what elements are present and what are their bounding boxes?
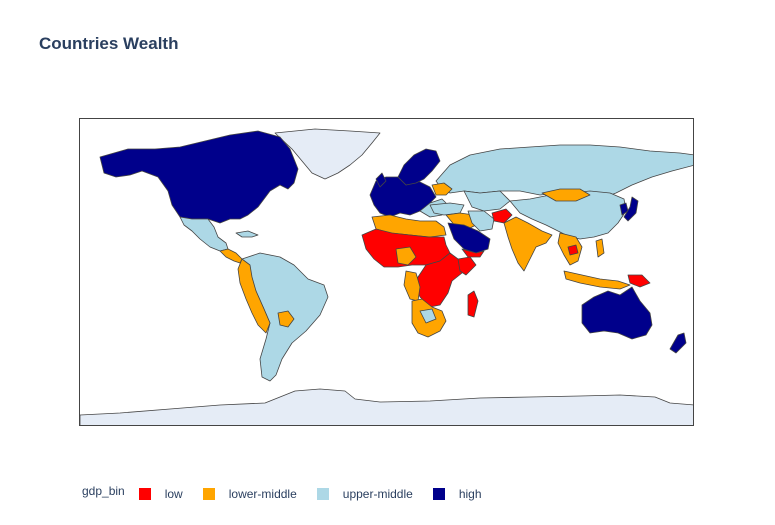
region-central-asia xyxy=(463,190,511,212)
region-botswana xyxy=(419,308,437,324)
region-indonesia xyxy=(563,270,631,290)
legend-swatch-upper-middle xyxy=(316,488,329,500)
region-greenland xyxy=(274,128,381,180)
region-south-america-west xyxy=(237,258,271,334)
region-cambodia xyxy=(567,244,579,256)
region-nigeria xyxy=(395,246,417,266)
region-horn xyxy=(457,256,477,276)
region-central-america xyxy=(219,248,243,264)
region-new-zealand xyxy=(669,332,687,354)
region-paraguay xyxy=(277,310,295,328)
legend-item-low[interactable]: low xyxy=(138,487,183,501)
legend-title: gdp_bin xyxy=(82,484,125,498)
legend-item-upper-middle[interactable]: upper-middle xyxy=(316,487,413,501)
region-iran xyxy=(467,210,495,232)
choropleth-map[interactable] xyxy=(79,118,694,426)
map-svg xyxy=(80,128,693,425)
region-afghanistan xyxy=(491,208,513,224)
legend-item-high[interactable]: high xyxy=(432,487,482,501)
region-antarctica xyxy=(80,388,693,425)
legend-swatch-lower-middle xyxy=(202,488,215,500)
legend-label-lower-middle: lower-middle xyxy=(228,487,297,501)
region-uk xyxy=(375,172,387,188)
region-papua xyxy=(627,274,651,288)
chart-title: Countries Wealth xyxy=(39,34,179,53)
region-north-america xyxy=(99,130,299,224)
legend-item-lower-middle[interactable]: lower-middle xyxy=(202,487,297,501)
region-east-africa xyxy=(413,252,467,308)
region-caribbean xyxy=(235,230,259,238)
region-arabia xyxy=(447,222,491,254)
region-scandinavia xyxy=(397,148,441,186)
region-central-africa xyxy=(403,270,421,302)
region-japan xyxy=(623,196,639,222)
legend-label-low: low xyxy=(164,487,183,501)
region-australia xyxy=(581,286,653,340)
region-yemen xyxy=(461,248,485,258)
legend: gdp_bin low lower-middle upper-middle hi… xyxy=(82,484,502,504)
legend-swatch-low xyxy=(138,488,151,500)
region-mongolia xyxy=(541,188,591,202)
region-madagascar xyxy=(467,290,479,318)
legend-label-upper-middle: upper-middle xyxy=(342,487,413,501)
region-ukraine xyxy=(431,182,453,196)
legend-swatch-high xyxy=(432,488,445,500)
region-south-asia xyxy=(503,216,553,272)
region-philippines xyxy=(595,238,605,258)
legend-label-high: high xyxy=(458,487,482,501)
